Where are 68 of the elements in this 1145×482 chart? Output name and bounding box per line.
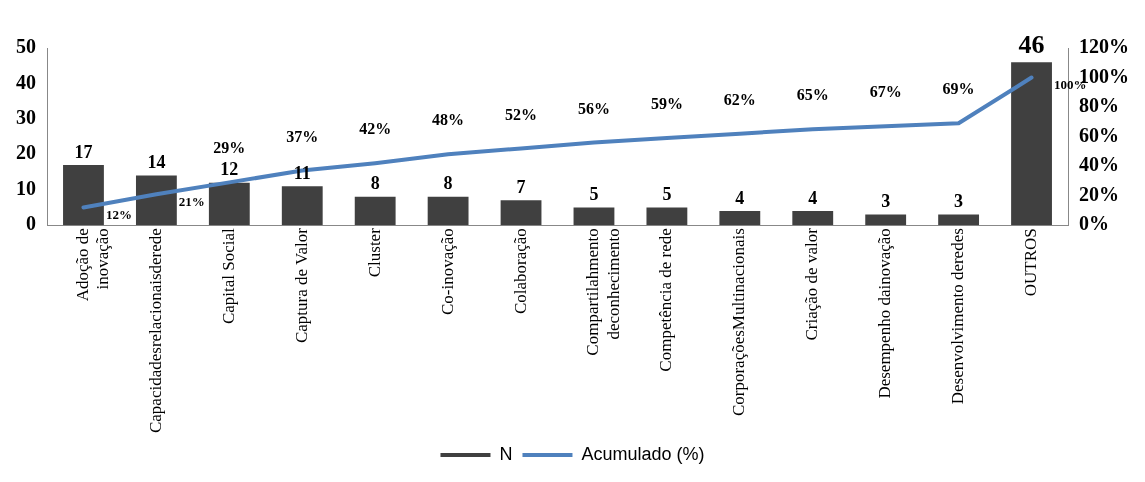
data-label: 62% <box>723 90 756 108</box>
bar <box>573 207 615 226</box>
x-tick-label: Competência de rede <box>656 228 676 372</box>
data-label: 8 <box>443 173 453 194</box>
bar <box>865 214 907 226</box>
y-tick-label: 30 <box>16 106 36 129</box>
data-label: 29% <box>213 138 246 156</box>
data-label: 52% <box>505 105 538 123</box>
x-tick-label: Desenvolvimento deredes <box>948 228 968 405</box>
bar <box>646 207 688 226</box>
data-label: 14 <box>147 152 166 173</box>
data-label: 5 <box>662 184 672 205</box>
bar <box>1011 62 1052 226</box>
x-tick-label: Capital Social <box>218 227 238 325</box>
y-tick-label: 40 <box>16 70 36 93</box>
bar <box>354 196 396 226</box>
x-tick-label: Colaboração <box>510 228 530 315</box>
legend-label: N <box>499 443 513 464</box>
legend-label: Acumulado (%) <box>581 443 705 464</box>
x-tick-label: Captura de Valor <box>291 227 311 344</box>
y2-tick-label: 80% <box>1079 94 1119 117</box>
bar <box>938 214 980 226</box>
data-label: 12 <box>220 159 239 180</box>
x-tick-label: CorporaçõesMultinacionais <box>729 228 749 417</box>
data-label: 56% <box>577 99 610 117</box>
x-tick-label: Co-inovação <box>437 228 457 316</box>
data-label: 59% <box>650 95 683 113</box>
x-tick-label: Desempenho dainovação <box>875 228 895 399</box>
data-label: 3 <box>881 191 891 212</box>
bar <box>719 211 761 226</box>
bar <box>427 196 469 226</box>
data-label: 48% <box>432 111 465 129</box>
data-label: 42% <box>359 120 392 138</box>
y2-tick-label: 40% <box>1079 153 1119 176</box>
y-tick-label: 50 <box>16 35 36 58</box>
bar <box>792 211 834 226</box>
x-tick-label: Capacidadesrelacionaisderede <box>145 228 165 434</box>
bar <box>208 182 250 226</box>
bar <box>63 164 104 226</box>
data-label: 4 <box>808 187 818 208</box>
y-tick-label: 0 <box>26 212 36 235</box>
bar <box>281 186 323 226</box>
data-label: 3 <box>954 191 964 212</box>
bar <box>500 200 542 226</box>
data-label: 67% <box>869 83 902 101</box>
x-tick-label: Cluster <box>364 227 384 278</box>
data-label: 69% <box>942 80 975 98</box>
data-label: 4 <box>735 187 745 208</box>
data-label: 65% <box>796 86 829 104</box>
y2-tick-label: 120% <box>1079 35 1129 58</box>
data-label: 7 <box>516 177 526 198</box>
bar <box>135 175 177 226</box>
data-label: 5 <box>589 184 599 205</box>
y2-tick-label: 60% <box>1079 123 1119 146</box>
y2-tick-label: 20% <box>1079 182 1119 205</box>
data-label: 12% <box>105 207 132 223</box>
y2-tick-label: 0% <box>1079 212 1109 235</box>
data-label: 17 <box>74 141 93 162</box>
data-label: 21% <box>178 194 205 210</box>
x-tick-label: Compartilahmento deconhecimento <box>583 228 623 356</box>
y-tick-label: 20 <box>16 141 36 164</box>
data-label: 46 <box>1018 29 1045 59</box>
x-tick-label: Criação de valor <box>802 227 822 341</box>
data-label: 8 <box>370 173 380 194</box>
x-tick-label: OUTROS <box>1021 228 1040 297</box>
data-label: 37% <box>286 127 319 145</box>
x-tick-label: Adoção de inovação <box>72 228 113 302</box>
y-tick-label: 10 <box>16 176 36 199</box>
